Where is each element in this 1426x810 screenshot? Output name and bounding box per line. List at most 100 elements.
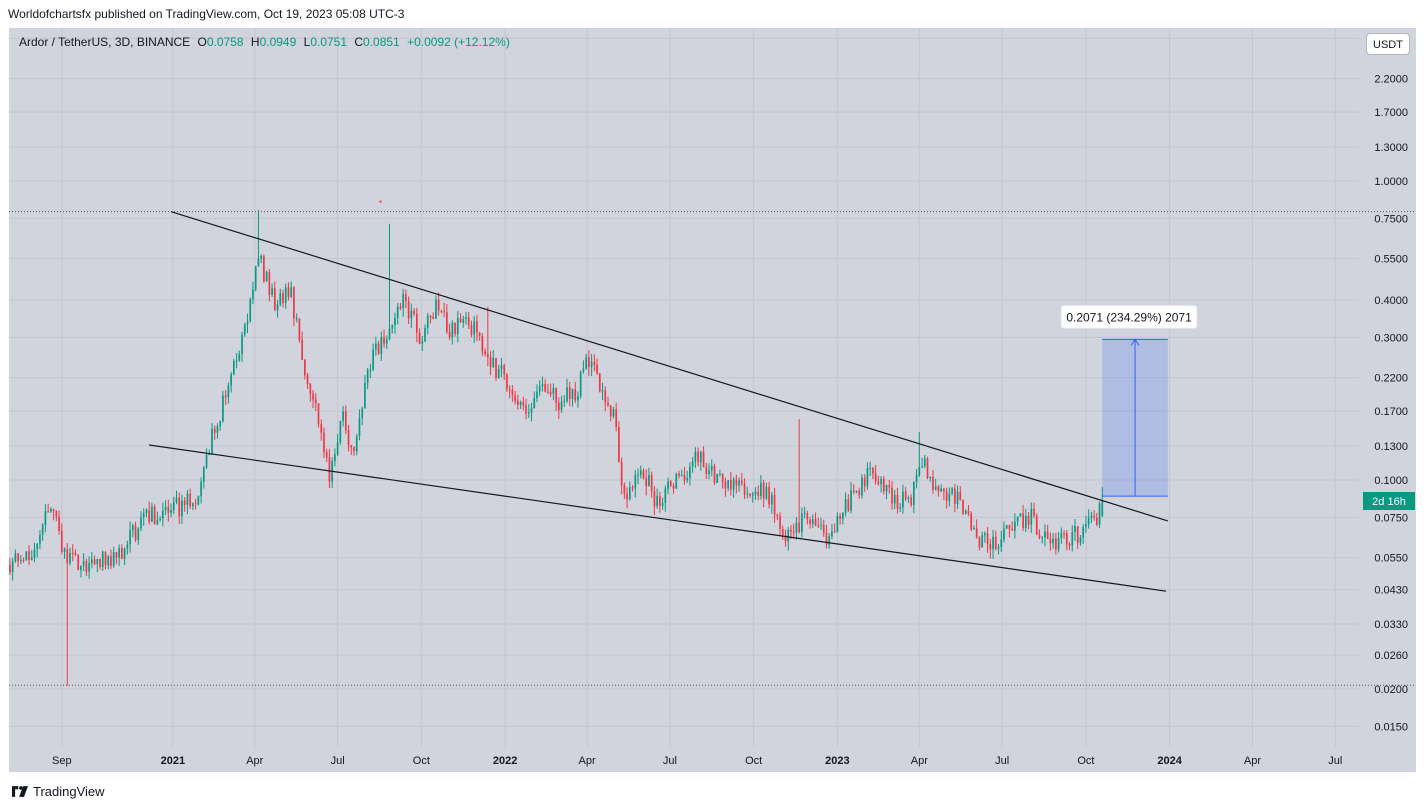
candle-body [410, 310, 413, 319]
candle-body [1087, 517, 1090, 525]
candle-body [77, 555, 80, 571]
candle-body [664, 488, 667, 503]
candle-body [1027, 515, 1030, 525]
currency-button[interactable]: USDT [1366, 33, 1410, 55]
candle-body [233, 360, 235, 375]
candle-body [448, 331, 451, 338]
candle-body [921, 466, 923, 468]
candle-body [915, 475, 918, 482]
candle-body [323, 432, 325, 453]
candle-body [779, 516, 781, 529]
candle-body [574, 389, 577, 401]
candle-body [656, 496, 658, 507]
candle-body [994, 536, 997, 549]
candle-body [934, 486, 937, 490]
candle-body [476, 321, 478, 333]
candle-body [776, 514, 779, 517]
x-tick-label: 2023 [825, 755, 849, 767]
candle-body [230, 374, 232, 386]
candle-body [1046, 531, 1049, 539]
x-tick-label: Apr [578, 755, 595, 767]
chart-pane[interactable]: 0.2071 (234.29%) 20713.00002.20001.70001… [9, 28, 1416, 772]
candle-body [1085, 524, 1087, 528]
candle-body [194, 503, 197, 505]
candle-body [52, 508, 55, 511]
candle-body [913, 481, 915, 505]
candle-body [181, 500, 183, 517]
candle-body [555, 387, 557, 403]
candle-body [817, 525, 820, 527]
candle-body [882, 478, 885, 492]
candle-body [940, 488, 943, 492]
candle-body [25, 551, 28, 560]
candle-body [847, 499, 850, 511]
candle-body [364, 382, 366, 409]
candle-body [69, 552, 71, 564]
x-tick-label: 2021 [161, 755, 185, 767]
y-tick-label: 0.1700 [1374, 406, 1408, 418]
y-tick-label: 0.1300 [1374, 441, 1408, 453]
candle-body [618, 426, 620, 462]
candle-body [953, 488, 956, 505]
candle-body [760, 482, 762, 496]
candle-body [435, 299, 437, 319]
candle-body [1093, 515, 1095, 518]
candle-body [1011, 528, 1014, 531]
candle-body [470, 325, 473, 335]
footer-brand[interactable]: TradingView [12, 784, 105, 799]
candle-body [680, 475, 683, 477]
legend-symbol: Ardor / TetherUS, 3D, BINANCE [19, 35, 191, 49]
candle-body [716, 473, 719, 483]
candle-body [257, 258, 260, 267]
candle-body [721, 473, 724, 483]
candle-body [467, 317, 470, 326]
candle-body [394, 317, 396, 325]
y-tick-label: 0.2200 [1374, 373, 1408, 385]
candle-body [1003, 528, 1005, 540]
candle-body [650, 474, 653, 492]
candle-body [213, 428, 216, 433]
candle-body [473, 321, 476, 335]
candle-body [1090, 515, 1093, 518]
candle-body [784, 535, 787, 542]
candle-body [885, 484, 888, 492]
candle-body [263, 255, 265, 282]
candle-body [347, 430, 350, 446]
candle-body [265, 272, 268, 282]
candle-body [691, 461, 694, 467]
candle-body [235, 360, 238, 362]
candle-body [541, 384, 544, 387]
legend-low-label: L [303, 35, 311, 49]
candle-body [932, 477, 934, 490]
candle-body [334, 454, 336, 462]
candle-body [822, 524, 825, 534]
price-chart[interactable]: 0.2071 (234.29%) 20713.00002.20001.70001… [9, 28, 1416, 772]
candle-body [514, 395, 516, 401]
candle-body [588, 357, 590, 367]
candle-body [527, 412, 530, 414]
candle-body [683, 475, 686, 481]
candle-body [50, 508, 52, 512]
candle-body [984, 533, 986, 536]
candle-body [653, 491, 656, 507]
candle-body [489, 356, 492, 368]
candle-body [937, 486, 940, 492]
candle-body [549, 391, 552, 395]
candle-body [811, 519, 814, 525]
candle-body [454, 322, 456, 334]
candle-body [637, 474, 639, 476]
candle-body [22, 559, 25, 561]
candle-body [74, 553, 77, 556]
candle-body [814, 519, 817, 526]
candle-body [156, 519, 159, 525]
candle-body [268, 272, 271, 295]
candle-body [615, 409, 618, 427]
candle-body [978, 537, 981, 548]
candle-body [828, 536, 831, 545]
candle-body [478, 332, 481, 336]
candle-body [402, 294, 405, 309]
publisher-text: Worldofchartsfx published on TradingView… [8, 7, 405, 21]
candle-body [66, 548, 69, 564]
candle-body [503, 365, 506, 375]
trendline-resistance [170, 211, 1169, 522]
